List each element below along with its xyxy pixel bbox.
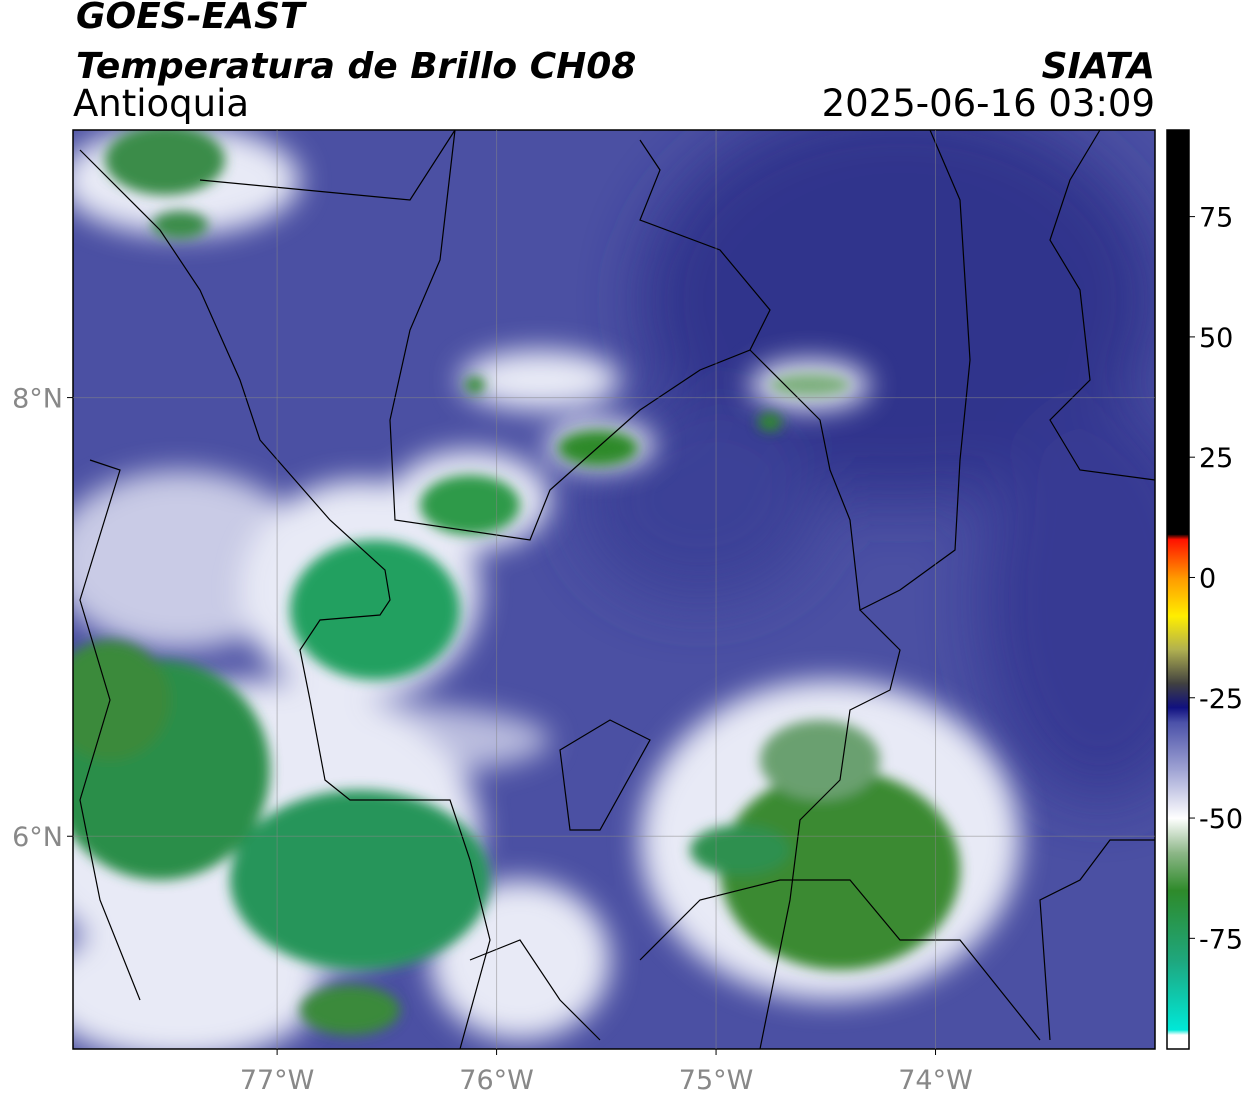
map-frame	[72, 129, 1156, 1050]
y-tick-label: 6°N	[12, 822, 63, 853]
x-tick-label: 74°W	[898, 1065, 973, 1096]
colorbar-segment	[1167, 818, 1189, 853]
colorbar-tick-label: -50	[1199, 804, 1243, 835]
colorbar-segment	[1167, 683, 1189, 708]
colorbar-segment	[1167, 890, 1189, 963]
source: SIATA	[1042, 46, 1155, 87]
x-tick-label: 75°W	[679, 1065, 754, 1096]
y-tick-label: 8°N	[12, 384, 63, 415]
colorbar-tick-label: 75	[1199, 203, 1233, 234]
colorbar-segment	[1167, 615, 1189, 651]
colorbar-segment	[1167, 962, 1189, 1031]
colorbar-tick-label: -75	[1199, 924, 1243, 955]
colorbar-segment	[1167, 649, 1189, 684]
colorbar-segment	[1167, 1034, 1189, 1050]
colorbar-segment	[1167, 707, 1189, 723]
colorbar-segment	[1167, 1029, 1189, 1036]
colorbar-segment	[1167, 534, 1189, 540]
satellite-image	[73, 130, 1155, 1049]
colorbar-tick-label: -25	[1199, 684, 1243, 715]
x-tick-label: 76°W	[459, 1065, 534, 1096]
product: Temperatura de Brillo CH08	[76, 46, 636, 87]
region: Antioquia	[73, 82, 249, 125]
colorbar-segment	[1167, 577, 1189, 617]
colorbar-segment	[1167, 721, 1189, 771]
colorbar-frame	[1166, 129, 1190, 1050]
datetime: 2025-06-16 03:09	[822, 82, 1155, 125]
satellite: GOES-EAST	[76, 0, 307, 37]
colorbar-tick-label: 50	[1199, 323, 1233, 354]
x-tick-label: 77°W	[240, 1065, 315, 1096]
colorbar-segment	[1167, 769, 1189, 819]
colorbar-segment	[1167, 851, 1189, 891]
colorbar-tick-label: 25	[1199, 443, 1233, 474]
colorbar-tick-label: 0	[1199, 563, 1216, 594]
colorbar-segment	[1167, 538, 1189, 578]
colorbar-segment	[1167, 130, 1189, 535]
